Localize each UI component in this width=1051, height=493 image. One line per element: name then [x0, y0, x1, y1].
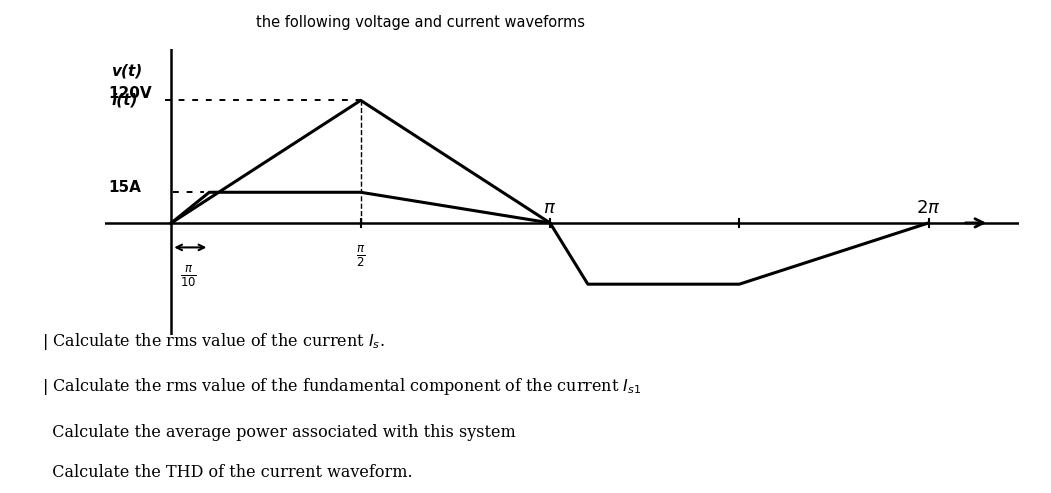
- Text: i(t): i(t): [111, 93, 138, 107]
- Text: Calculate the THD of the current waveform.: Calculate the THD of the current wavefor…: [42, 464, 413, 481]
- Text: 120V: 120V: [108, 86, 152, 102]
- Text: 15A: 15A: [108, 180, 142, 195]
- Text: Calculate the average power associated with this system: Calculate the average power associated w…: [42, 424, 516, 441]
- Text: $\pi$: $\pi$: [543, 199, 557, 217]
- Text: $\frac{\pi}{10}$: $\frac{\pi}{10}$: [180, 264, 197, 289]
- Text: $2\pi$: $2\pi$: [916, 199, 941, 217]
- Text: $\frac{\pi}{2}$: $\frac{\pi}{2}$: [356, 244, 366, 269]
- Text: $|$ Calculate the rms value of the fundamental component of the current $I_{s1}$: $|$ Calculate the rms value of the funda…: [42, 376, 641, 397]
- Text: v(t): v(t): [111, 64, 142, 79]
- Text: the following voltage and current waveforms: the following voltage and current wavefo…: [255, 15, 585, 30]
- Text: $|$ Calculate the rms value of the current $I_s$.: $|$ Calculate the rms value of the curre…: [42, 331, 385, 352]
